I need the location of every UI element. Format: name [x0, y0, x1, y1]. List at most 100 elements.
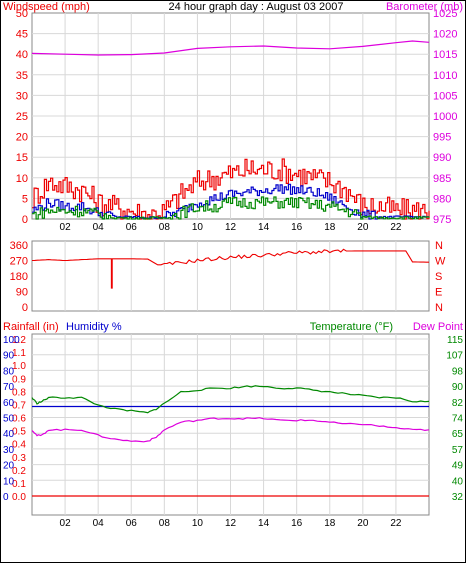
humidity-tick-label: 70 — [3, 382, 15, 393]
windspeed-tick-label: 15 — [16, 152, 28, 164]
tick-layer: 02 04 06 08 10 12 14 16 18 20 22 02 04 06 08 10 12 14 16 18… — [3, 8, 463, 529]
temperature-tick-label: 40 — [452, 476, 464, 487]
direction-line — [31, 248, 429, 289]
x-tick-label: 02 — [60, 222, 72, 233]
barometer-tick-label: 1025 — [433, 8, 457, 20]
series-line-temp-magenta — [31, 417, 430, 443]
humidity-tick-label: 90 — [3, 351, 15, 362]
x-tick-label: 12 — [225, 222, 237, 233]
x-tick-label: 10 — [192, 222, 204, 233]
compass-tick-label: W — [435, 256, 446, 268]
temperature-axis-label: Temperature (°F) — [310, 321, 393, 333]
barometer-tick-label: 1010 — [433, 70, 457, 82]
humidity-tick-label: 100 — [3, 335, 20, 346]
temperature-tick-label: 57 — [452, 445, 464, 456]
compass-tick-label: N — [435, 240, 443, 252]
x-tick-label: 02 — [60, 518, 72, 529]
temperature-tick-label: 115 — [447, 335, 463, 346]
direction-tick-label: 360 — [10, 240, 28, 252]
x-tick-label: 20 — [357, 222, 369, 233]
rainfall-tick-label: 0.9 — [12, 374, 26, 385]
x-tick-label: 18 — [324, 518, 336, 529]
x-tick-label: 22 — [390, 222, 402, 233]
series-line-red — [32, 158, 430, 220]
x-tick-label: 22 — [390, 518, 402, 529]
x-tick-label: 12 — [225, 518, 237, 529]
humidity-tick-label: 50 — [3, 414, 15, 425]
x-tick-label: 06 — [126, 518, 138, 529]
barometer-tick-label: 1000 — [433, 111, 457, 123]
rainfall-tick-label: 0.6 — [12, 414, 26, 425]
direction-tick-label: 0 — [22, 302, 28, 314]
barometer-tick-label: 985 — [433, 173, 451, 185]
temperature-tick-label: 82 — [452, 398, 464, 409]
humidity-tick-label: 0 — [3, 492, 9, 503]
rainfall-tick-label: 0.5 — [12, 427, 26, 438]
windspeed-tick-label: 30 — [16, 90, 28, 102]
windspeed-axis-label: Windspeed (mph) — [3, 1, 90, 13]
compass-tick-label: E — [435, 287, 442, 299]
rainfall-axis-label: Rainfall (in) — [3, 321, 59, 333]
barometer-tick-label: 1020 — [433, 29, 457, 41]
x-tick-label: 08 — [159, 518, 171, 529]
barometer-tick-label: 980 — [433, 193, 451, 205]
chart-title: 24 hour graph day : August 03 2007 — [169, 1, 344, 13]
windspeed-tick-label: 10 — [16, 173, 28, 185]
direction-tick-label: 270 — [10, 256, 28, 268]
windspeed-tick-label: 35 — [16, 70, 28, 82]
x-tick-label: 14 — [258, 518, 270, 529]
windspeed-tick-label: 50 — [16, 8, 28, 20]
dewpoint-axis-label: Dew Point — [413, 321, 463, 333]
barometer-tick-label: 1015 — [433, 49, 457, 61]
series-line-green — [32, 196, 430, 220]
x-tick-label: 10 — [192, 518, 204, 529]
barometer-tick-label: 1005 — [433, 90, 457, 102]
compass-tick-label: N — [435, 302, 443, 314]
humidity-tick-label: 80 — [3, 366, 15, 377]
rainfall-tick-label: 0.7 — [12, 400, 26, 411]
direction-tick-label: 180 — [10, 271, 28, 283]
windspeed-tick-label: 40 — [16, 49, 28, 61]
temperature-tick-label: 74 — [452, 414, 464, 425]
rainfall-tick-label: 1.0 — [12, 361, 26, 372]
humidity-tick-label: 10 — [3, 476, 15, 487]
temperature-tick-label: 49 — [452, 461, 464, 472]
barometer-axis-label: Barometer (mb) — [386, 1, 463, 13]
series-line-temp-green — [31, 385, 430, 414]
barometer-tick-label: 975 — [433, 214, 451, 226]
humidity-tick-label: 40 — [3, 429, 15, 440]
humidity-axis-label: Humidity % — [66, 321, 122, 333]
x-tick-label: 04 — [93, 222, 105, 233]
x-tick-label: 08 — [159, 222, 171, 233]
x-tick-label: 16 — [291, 518, 303, 529]
temperature-tick-label: 32 — [452, 492, 464, 503]
direction-tick-label: 90 — [16, 287, 28, 299]
temperature-tick-label: 98 — [452, 366, 464, 377]
windspeed-tick-label: 20 — [16, 132, 28, 144]
compass-tick-label: S — [435, 271, 442, 283]
barometer-tick-label: 995 — [433, 132, 451, 144]
x-tick-label: 14 — [258, 222, 270, 233]
x-tick-label: 06 — [126, 222, 138, 233]
series-line-magenta — [31, 40, 430, 56]
x-tick-label: 16 — [291, 222, 303, 233]
windspeed-tick-label: 45 — [16, 29, 28, 41]
rainfall-tick-label: 0.3 — [12, 453, 26, 464]
rainfall-tick-label: 1.1 — [12, 348, 26, 359]
rainfall-tick-label: 1.2 — [12, 335, 26, 346]
x-tick-label: 04 — [93, 518, 105, 529]
humidity-tick-label: 20 — [3, 461, 15, 472]
barometer-tick-label: 990 — [433, 152, 451, 164]
temperature-tick-label: 65 — [452, 429, 464, 440]
windspeed-tick-label: 25 — [16, 111, 28, 123]
x-tick-label: 18 — [324, 222, 336, 233]
rainfall-tick-label: 0.0 — [12, 492, 26, 503]
rainfall-tick-label: 0.8 — [12, 387, 26, 398]
temperature-tick-label: 107 — [446, 351, 463, 362]
rainfall-tick-label: 0.2 — [12, 466, 26, 477]
rainfall-tick-label: 0.4 — [12, 440, 26, 451]
humidity-tick-label: 30 — [3, 445, 15, 456]
humidity-tick-label: 60 — [3, 398, 15, 409]
